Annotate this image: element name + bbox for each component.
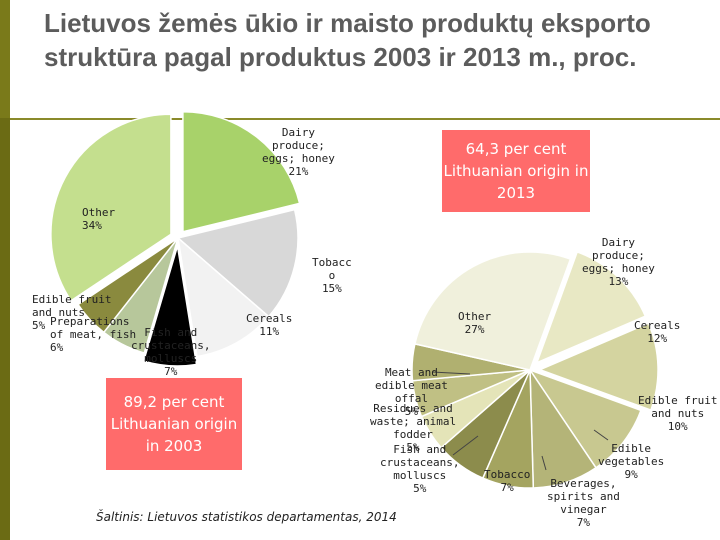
page-title: Lietuvos žemės ūkio ir maisto produktų e… <box>44 8 651 72</box>
label-2003-tobacco: Tobacc o 15% <box>312 256 352 295</box>
leader-line-1 <box>431 371 471 375</box>
pie-slice-2013-other <box>414 251 572 371</box>
pie-slice-2013-edible-fruit-and-nuts <box>528 368 642 469</box>
label-2003-fish: Fish and crustaceans, molluscs 7% <box>131 326 211 378</box>
callout-2013-text: 64,3 per cent Lithuanian origin in 2013 <box>443 140 589 202</box>
label-2013-other: Other 27% <box>458 310 492 336</box>
label-2013-beverages: Beverages, spirits and vinegar 7% <box>547 477 620 529</box>
label-2013-dairy: Dairy produce; eggs; honey 13% <box>582 236 655 288</box>
leader-line-3 <box>593 429 609 441</box>
callout-2003-text: 89,2 per cent Lithuanian origin in 2003 <box>110 393 238 455</box>
pie-slice-2013-cereals <box>537 322 659 412</box>
leader-lines <box>431 371 609 471</box>
label-2013-meat: Meat and edible meat offal 5% <box>375 366 448 418</box>
label-2013-fruit: Edible fruit and nuts 10% <box>638 394 718 433</box>
pie-chart-2003 <box>50 110 301 367</box>
pie-slice-2013-dairy-produce-eggs-honey <box>535 250 647 365</box>
sidebar-top-bar <box>0 0 10 118</box>
callout-2003: 89,2 per cent Lithuanian origin in 2003 <box>106 378 242 470</box>
callout-2013: 64,3 per cent Lithuanian origin in 2013 <box>442 130 590 212</box>
leader-line-2 <box>541 455 547 471</box>
sidebar-bar <box>0 0 10 540</box>
pie-slice-2003-tobacco <box>176 208 299 318</box>
label-2003-fruit: Edible fruit and nuts 5% <box>32 293 112 332</box>
pie-slice-2003-cereals <box>176 236 270 358</box>
pie-slice-2003-dairy-produce-eggs-honey <box>182 110 301 233</box>
pie-chart-2013 <box>411 250 659 489</box>
pie-slice-2003-edible-fruit-and-nuts <box>77 237 179 334</box>
leader-line-0 <box>452 435 479 456</box>
label-2013-tobacco: Tobacco 7% <box>484 468 531 494</box>
label-2013-residues: Residues and waste; animal fodder 5% <box>370 402 457 454</box>
title-divider <box>10 118 720 120</box>
source-note: Šaltinis: Lietuvos statistikos departame… <box>96 510 397 524</box>
pie-slice-2003-other <box>50 113 172 302</box>
label-2003-dairy: Dairy produce; eggs; honey 21% <box>262 126 335 178</box>
pie-slice-2003-fish-and-crustaceans-molluscs <box>142 245 198 367</box>
label-2013-cereals: Cereals 12% <box>634 319 681 345</box>
label-2003-cereals: Cereals 11% <box>246 312 293 338</box>
label-2013-fish: Fish and crustaceans, molluscs 5% <box>380 443 460 495</box>
label-2003-other: Other 34% <box>82 206 116 232</box>
label-2013-vegetables: Edible vegetables 9% <box>598 442 665 481</box>
label-2003-preparations: Preparations of meat, fish 6% <box>50 315 137 354</box>
